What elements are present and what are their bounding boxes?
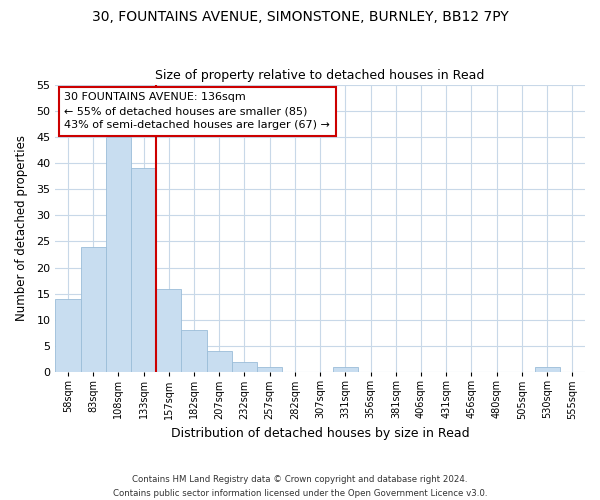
Bar (181, 330, 206, 372)
Title: Size of property relative to detached houses in Read: Size of property relative to detached ho… (155, 69, 485, 82)
Bar (80, 246, 106, 372)
Bar (156, 288, 181, 372)
Bar (232, 362, 257, 372)
Y-axis label: Number of detached properties: Number of detached properties (15, 136, 28, 322)
Bar (206, 352, 232, 372)
Text: Contains HM Land Registry data © Crown copyright and database right 2024.
Contai: Contains HM Land Registry data © Crown c… (113, 476, 487, 498)
Bar (257, 367, 283, 372)
Bar (131, 168, 156, 372)
Bar (333, 367, 358, 372)
Text: 30, FOUNTAINS AVENUE, SIMONSTONE, BURNLEY, BB12 7PY: 30, FOUNTAINS AVENUE, SIMONSTONE, BURNLE… (92, 10, 508, 24)
Bar (55, 299, 80, 372)
Text: 30 FOUNTAINS AVENUE: 136sqm
← 55% of detached houses are smaller (85)
43% of sem: 30 FOUNTAINS AVENUE: 136sqm ← 55% of det… (64, 92, 330, 130)
Bar (106, 137, 131, 372)
X-axis label: Distribution of detached houses by size in Read: Distribution of detached houses by size … (171, 427, 469, 440)
Bar (535, 367, 560, 372)
